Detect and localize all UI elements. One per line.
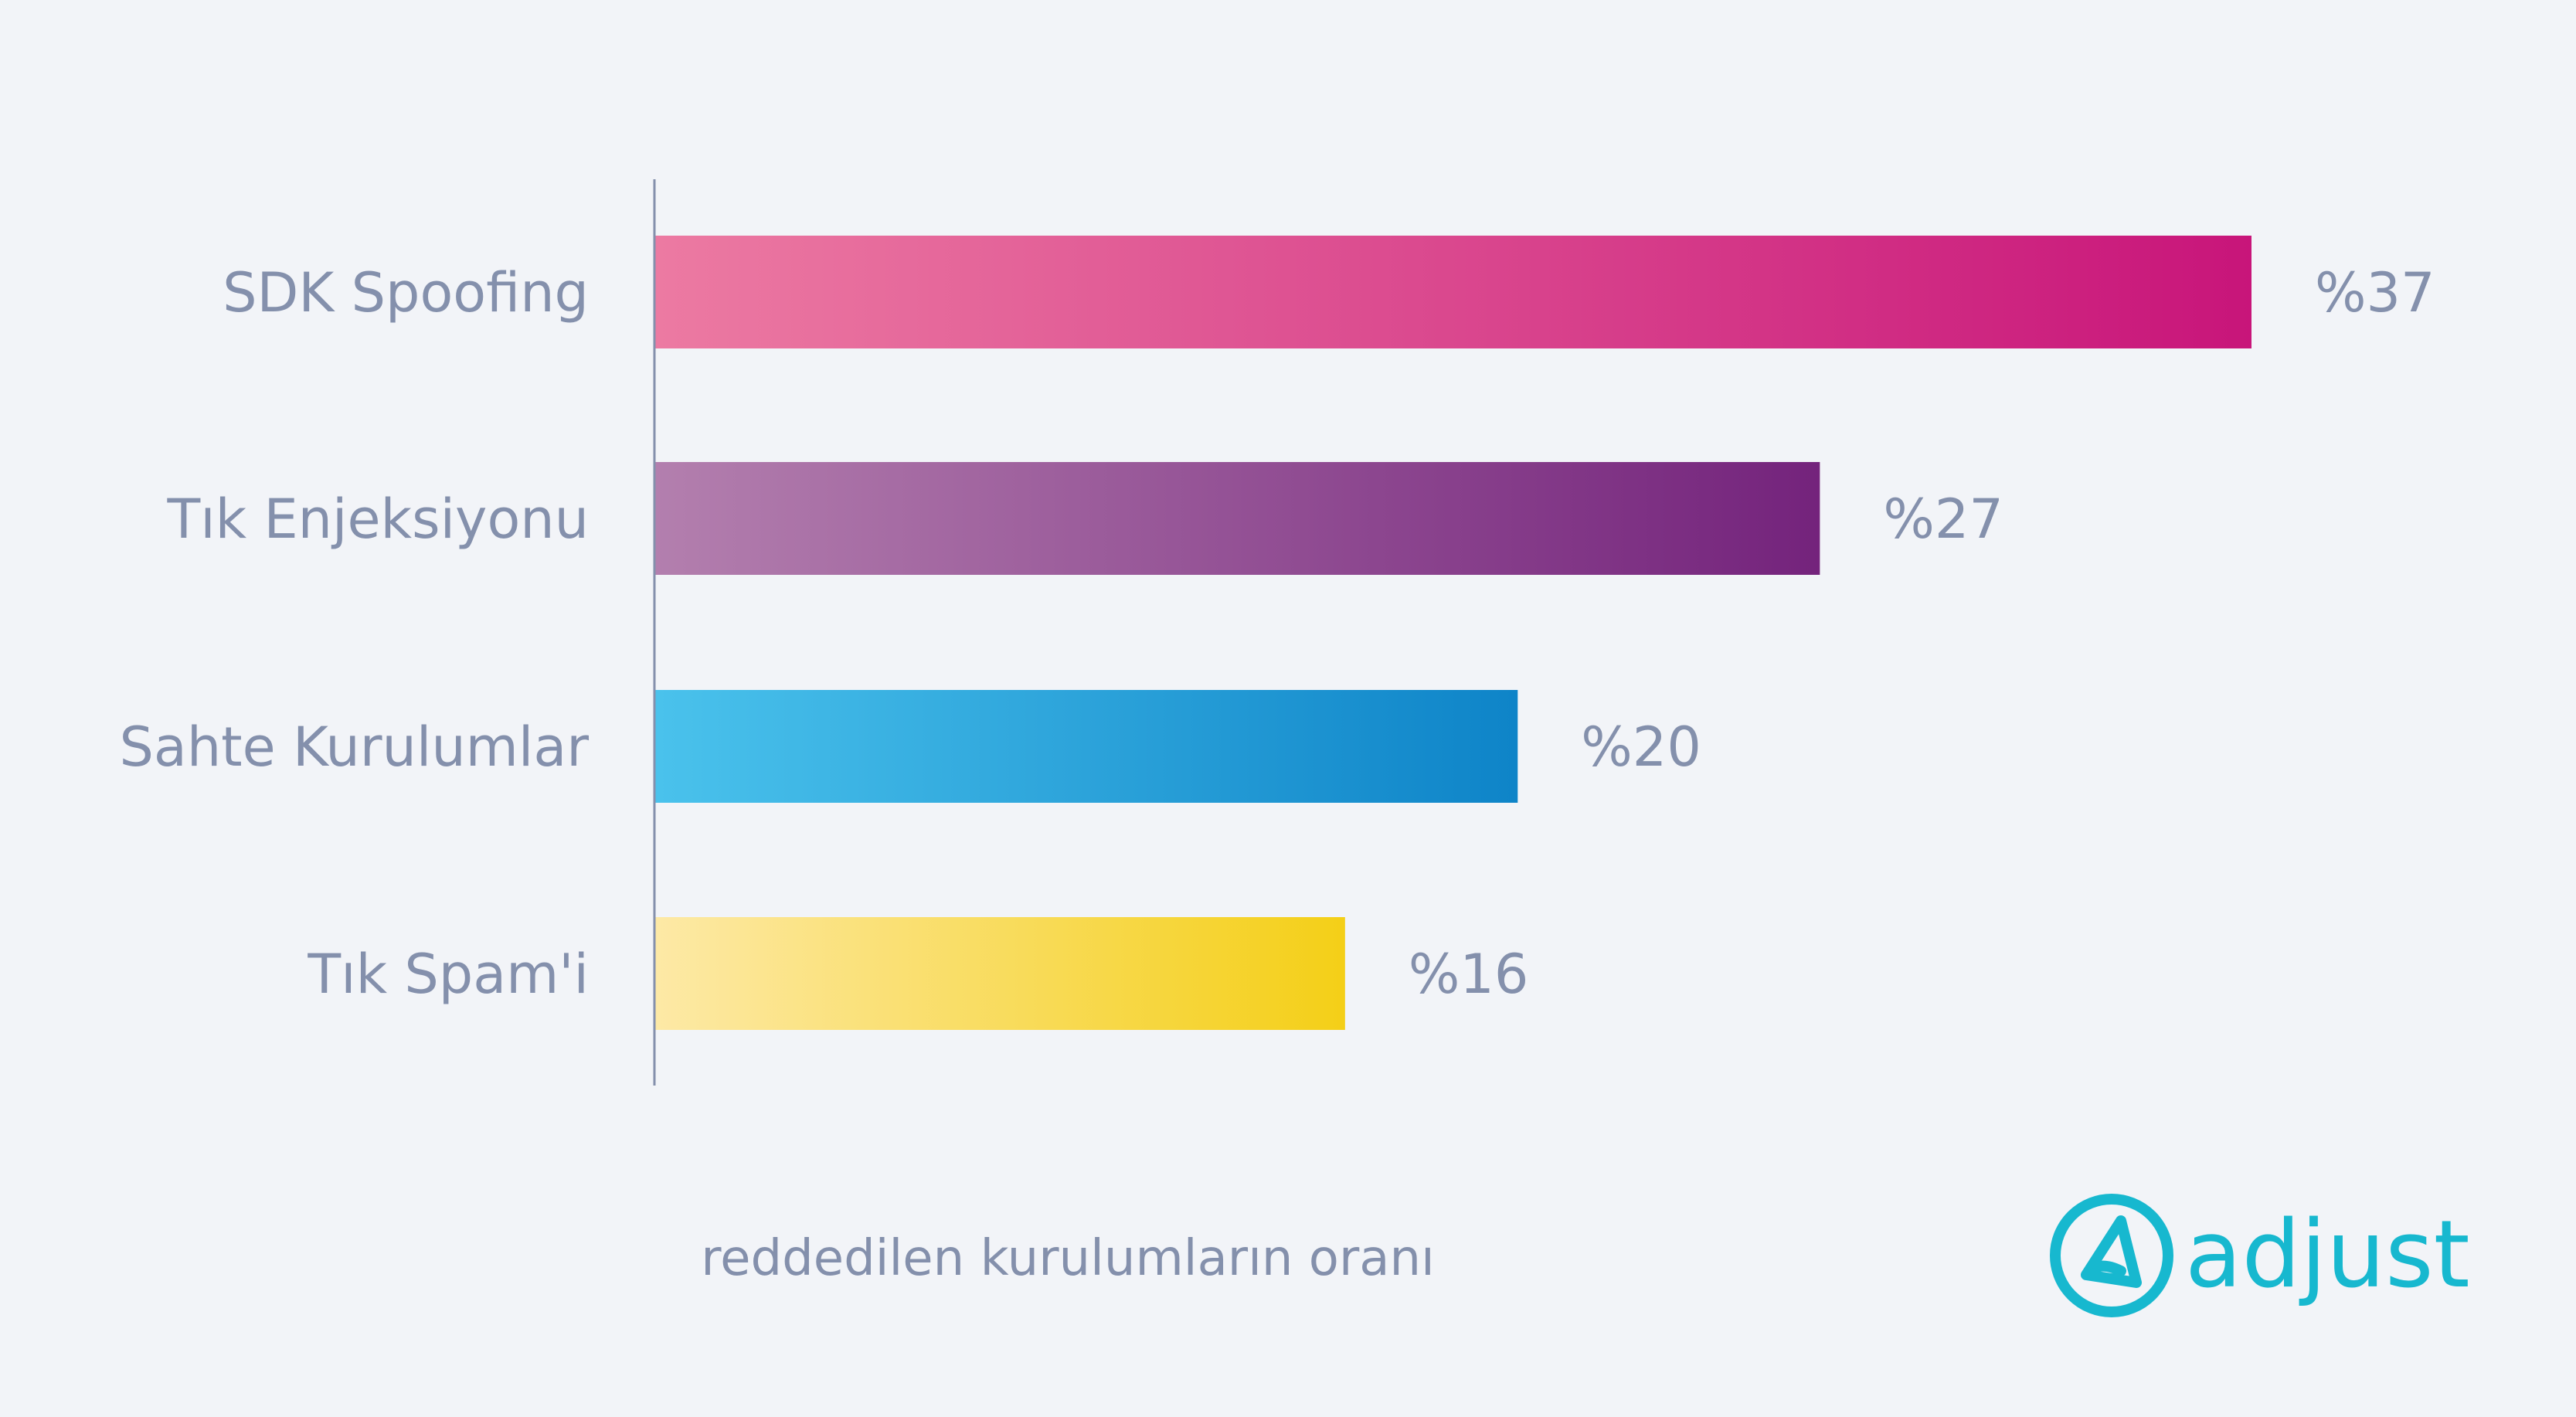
- value-label-sdk-spoofing: %37: [2315, 261, 2435, 325]
- value-label-sahte-kurulumlar: %20: [1581, 715, 1701, 779]
- bar-t-k-enjeksiyonu: [654, 462, 1820, 575]
- bars-group: [654, 236, 2251, 1030]
- adjust-logo-glyph-icon: [2081, 1215, 2142, 1288]
- adjust-logo-mark-icon: [2050, 1194, 2173, 1317]
- value-label-t-k-enjeksiyonu: %27: [1883, 488, 2003, 551]
- category-label-sahte-kurulumlar: Sahte Kurulumlar: [119, 715, 589, 779]
- x-axis-caption: reddedilen kurulumların oranı: [701, 1230, 1435, 1287]
- bar-t-k-spam-i: [654, 917, 1345, 1030]
- adjust-logo: adjust: [2050, 1194, 2470, 1317]
- category-label-t-k-enjeksiyonu: Tık Enjeksiyonu: [166, 488, 589, 551]
- adjust-logo-text: adjust: [2185, 1201, 2470, 1309]
- value-labels: %37 %27 %20 %16: [1409, 261, 2435, 1006]
- bar-sdk-spoofing: [654, 236, 2251, 348]
- category-label-sdk-spoofing: SDK Spoofing: [223, 261, 589, 325]
- category-labels: SDK Spoofing Tık Enjeksiyonu Sahte Kurulum…: [119, 261, 589, 1006]
- value-label-t-k-spam-i: %16: [1409, 943, 1529, 1006]
- category-label-t-k-spam-i: Tık Spam'i: [307, 943, 589, 1006]
- bar-sahte-kurulumlar: [654, 690, 1518, 803]
